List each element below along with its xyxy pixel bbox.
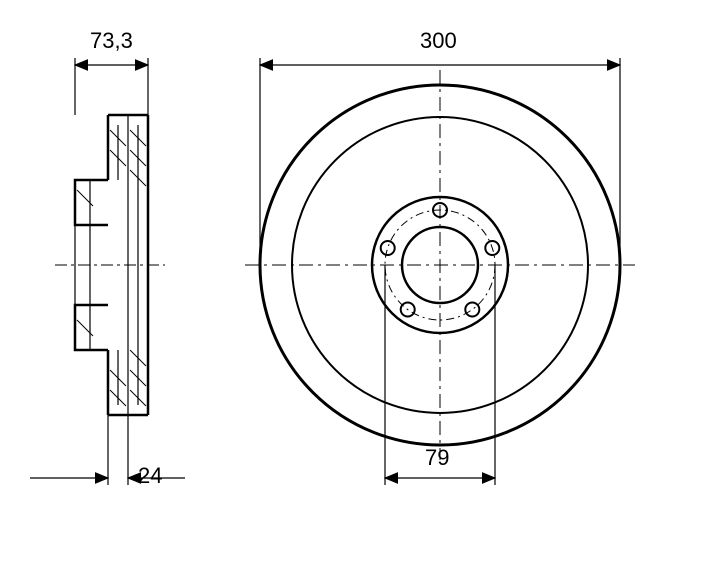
label-side-width: 73,3	[90, 28, 133, 54]
side-view	[55, 115, 165, 415]
label-hub-diameter: 79	[425, 445, 449, 471]
dim-side-width	[75, 58, 148, 115]
front-view	[245, 70, 635, 460]
technical-drawing: 73,3 300 24 79	[0, 0, 720, 573]
label-thickness: 24	[138, 463, 162, 489]
label-outer-diameter: 300	[420, 28, 457, 54]
drawing-svg	[0, 0, 720, 573]
